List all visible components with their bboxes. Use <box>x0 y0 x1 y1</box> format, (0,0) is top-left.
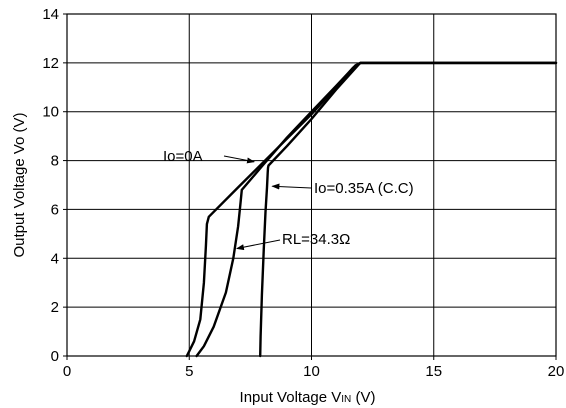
x-tick-label: 20 <box>548 363 565 380</box>
y-tick-label: 2 <box>51 299 59 316</box>
x-tick-label: 15 <box>425 363 442 380</box>
annotation-arrow <box>223 155 256 164</box>
annotation-arrow <box>271 183 312 190</box>
annotation-label: Io=0A <box>163 148 203 165</box>
y-tick-label: 10 <box>42 104 59 121</box>
y-tick-label: 8 <box>51 153 59 170</box>
x-tick-label: 10 <box>303 363 320 380</box>
y-tick-label: 6 <box>51 201 59 218</box>
y-tick-label: 0 <box>51 348 59 365</box>
y-axis-title: Output Voltage Vo (V) <box>11 112 28 257</box>
y-tick-label: 12 <box>42 55 59 72</box>
y-tick-label: 14 <box>42 6 59 23</box>
annotation-label: Io=0.35A (C.C) <box>314 180 414 197</box>
y-tick-label: 4 <box>51 250 59 267</box>
x-tick-label: 5 <box>185 363 193 380</box>
x-axis-title: Input Voltage VIN (V) <box>240 389 376 406</box>
x-tick-label: 0 <box>63 363 71 380</box>
series-line-2 <box>259 61 558 358</box>
annotation-label: RL=34.3Ω <box>282 231 350 248</box>
annotation-arrow <box>235 239 281 251</box>
